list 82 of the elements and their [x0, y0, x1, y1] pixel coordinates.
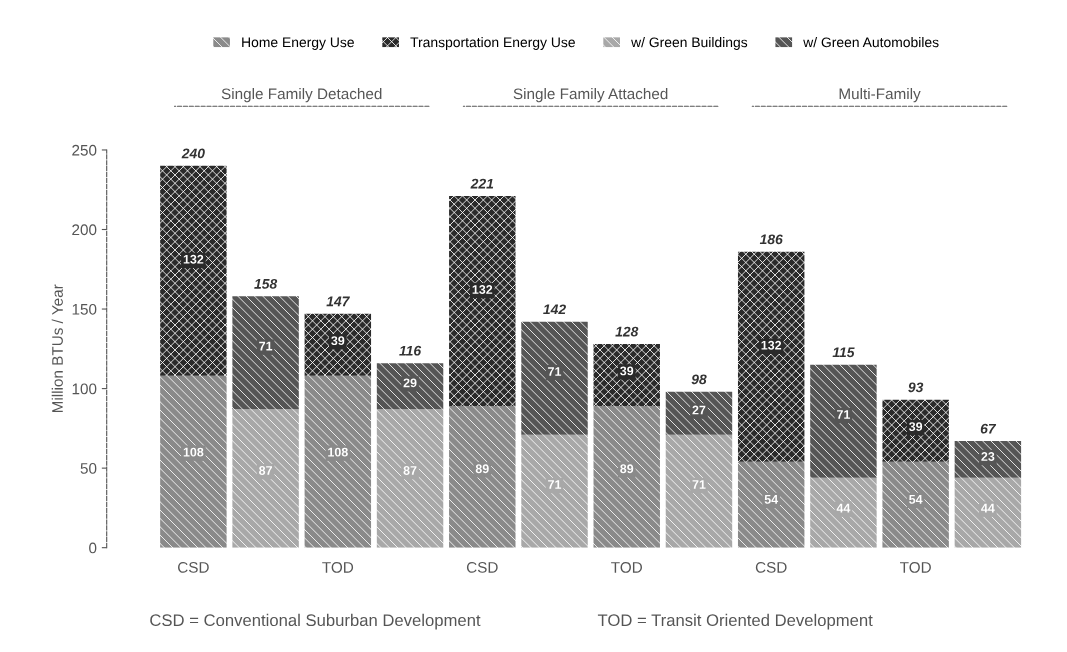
- data-label: 71: [259, 341, 273, 351]
- legend-label: w/ Green Automobiles: [803, 37, 939, 48]
- bar: [737, 461, 805, 548]
- y-tick-label: 100: [72, 383, 97, 395]
- data-label: 71: [548, 480, 562, 489]
- text: Multi-Family: [839, 87, 921, 103]
- bar: [954, 477, 1022, 548]
- bar: [882, 399, 949, 462]
- bar: [376, 409, 444, 548]
- y-tick-label: 250: [72, 144, 97, 156]
- data-label: 89: [475, 464, 489, 474]
- total-label: 221: [470, 178, 494, 189]
- x-tick-label: TOD: [900, 561, 931, 573]
- total-label: 240: [181, 148, 205, 159]
- data-label: 54: [909, 495, 923, 504]
- legend-label: w/ Green Buildings: [631, 37, 748, 50]
- data-label: 108: [183, 447, 204, 457]
- data-label: 27: [692, 405, 706, 415]
- bar: [232, 409, 299, 548]
- bar: [882, 461, 949, 548]
- total-label: 93: [908, 382, 924, 393]
- data-label: 87: [403, 466, 417, 475]
- total-label: 128: [615, 326, 639, 337]
- x-tick-label: CSD: [466, 561, 498, 573]
- data-label: 23: [981, 452, 995, 461]
- bar: [521, 434, 588, 548]
- data-label: 44: [836, 503, 851, 513]
- bar: [665, 391, 733, 435]
- x-tick-label: TOD: [611, 561, 642, 573]
- data-label: 44: [981, 503, 995, 513]
- y-tick-label: 200: [72, 224, 97, 236]
- data-label: 39: [331, 336, 345, 346]
- x-tick-label: TOD: [322, 561, 354, 573]
- data-label: 71: [837, 410, 851, 419]
- data-label: 132: [761, 340, 782, 350]
- bar: [954, 441, 1022, 478]
- bar: [160, 375, 227, 548]
- data-label: 29: [403, 378, 417, 388]
- bar: [593, 344, 660, 407]
- bar: [304, 313, 372, 376]
- bar: [449, 406, 516, 548]
- y-tick-label: 0: [89, 542, 97, 554]
- text: Single Family Detached: [221, 87, 382, 103]
- text: Single Family Attached: [513, 87, 668, 103]
- bar: [376, 363, 444, 410]
- legend-label: Home Energy Use: [242, 37, 354, 50]
- y-tick-label: 50: [80, 463, 97, 474]
- data-label: 132: [472, 285, 493, 294]
- bar: [304, 375, 372, 548]
- bar: [810, 477, 877, 548]
- total-label: 98: [691, 374, 707, 385]
- data-label: 54: [764, 495, 779, 504]
- data-label: 71: [692, 480, 706, 489]
- data-label: 132: [183, 254, 204, 264]
- text: CSD = Conventional Suburban Development: [150, 613, 481, 630]
- data-label: 39: [908, 422, 923, 432]
- data-label: 39: [620, 366, 634, 376]
- total-label: 67: [980, 423, 997, 434]
- legend-label: Transportation Energy Use: [410, 37, 575, 50]
- data-label: 71: [548, 367, 562, 376]
- total-label: 142: [543, 304, 566, 315]
- bar: [665, 434, 733, 548]
- y-tick-label: 150: [72, 303, 97, 315]
- data-label: 87: [259, 466, 272, 475]
- data-label: 89: [620, 464, 634, 474]
- x-tick-label: CSD: [755, 561, 787, 573]
- data-label: 108: [328, 447, 348, 457]
- bar: [593, 406, 660, 548]
- bar: [232, 296, 299, 410]
- total-label: 115: [832, 347, 855, 358]
- bar: [810, 364, 877, 478]
- y-axis-title: Million BTUs / Year: [51, 284, 63, 413]
- bar: [449, 196, 516, 407]
- bar: [160, 165, 227, 376]
- total-label: 186: [759, 234, 783, 245]
- text: TOD = Transit Oriented Development: [597, 613, 873, 630]
- total-label: 116: [399, 345, 422, 356]
- total-label: 158: [254, 278, 278, 289]
- bar: [521, 321, 588, 435]
- bar: [737, 251, 805, 462]
- x-tick-label: CSD: [178, 561, 209, 573]
- total-label: 147: [326, 296, 350, 307]
